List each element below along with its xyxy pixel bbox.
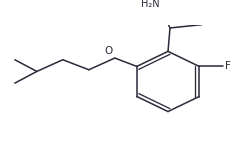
Text: O: O: [104, 46, 113, 56]
Text: H₂N: H₂N: [142, 0, 160, 9]
Text: F: F: [225, 61, 231, 71]
